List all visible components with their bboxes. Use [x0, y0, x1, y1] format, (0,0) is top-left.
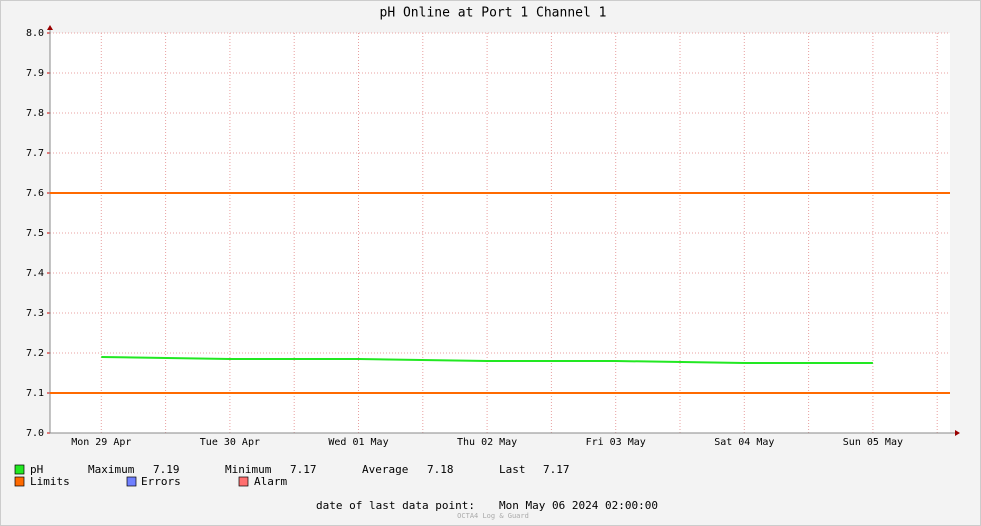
x-tick-label: Thu 02 May: [457, 437, 517, 448]
x-tick-label: Fri 03 May: [586, 437, 646, 448]
x-tick-label: Mon 29 Apr: [71, 437, 131, 448]
chart-title: pH Online at Port 1 Channel 1: [380, 6, 607, 21]
legend-swatch: [126, 476, 137, 487]
footer-value: Mon May 06 2024 02:00:00: [499, 499, 658, 512]
stat-value: 7.18: [427, 463, 454, 476]
x-tick-label: Tue 30 Apr: [200, 437, 260, 448]
y-tick-label: 7.9: [26, 68, 44, 79]
y-tick-label: 7.2: [26, 348, 44, 359]
y-tick-label: 7.3: [26, 308, 44, 319]
stat-label: Minimum: [225, 463, 272, 476]
stat-value: 7.17: [543, 463, 570, 476]
y-tick-label: 7.7: [26, 148, 44, 159]
legend-label: Limits: [30, 475, 70, 488]
y-tick-label: 7.1: [26, 388, 44, 399]
y-axis-arrow: [47, 25, 53, 30]
y-tick-label: 8.0: [26, 28, 44, 39]
legend-label: Errors: [141, 475, 181, 488]
stat-label: Maximum: [88, 463, 135, 476]
legend-label: Alarm: [254, 475, 287, 488]
y-tick-label: 7.5: [26, 228, 44, 239]
stat-label: Last: [499, 463, 526, 476]
legend-label: pH: [30, 463, 43, 476]
x-axis-arrow: [955, 430, 960, 436]
legend-swatch: [238, 476, 249, 487]
watermark: OCTA4 Log & Guard: [457, 512, 529, 520]
stat-label: Average: [362, 463, 408, 476]
x-tick-label: Sun 05 May: [843, 437, 903, 448]
series-line: [101, 356, 873, 364]
legend-swatch: [14, 464, 25, 475]
legend-swatch: [14, 476, 25, 487]
footer-label: date of last data point:: [316, 499, 475, 512]
stat-value: 7.19: [153, 463, 180, 476]
y-tick-label: 7.6: [26, 188, 44, 199]
y-tick-label: 7.0: [26, 428, 44, 439]
x-tick-label: Sat 04 May: [714, 437, 774, 448]
y-tick-label: 7.8: [26, 108, 44, 119]
y-tick-label: 7.4: [26, 268, 44, 279]
x-tick-label: Wed 01 May: [328, 437, 388, 448]
stat-value: 7.17: [290, 463, 317, 476]
